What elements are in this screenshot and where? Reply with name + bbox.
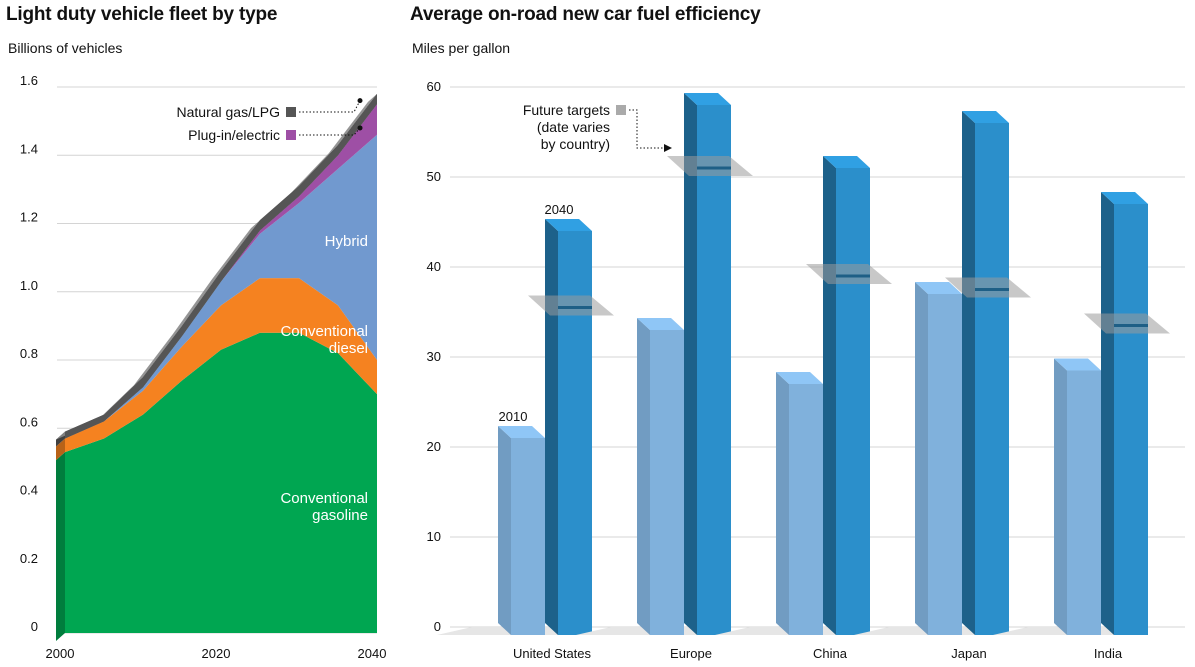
efficiency-y-tick-label: 10 xyxy=(427,529,441,544)
efficiency-target-plane xyxy=(667,156,753,176)
efficiency-category-label: Japan xyxy=(951,646,986,661)
fleet-y-tick-label: 0.8 xyxy=(20,346,38,361)
efficiency-y-tick-label: 0 xyxy=(434,619,441,634)
fleet-y-tick-label: 0.4 xyxy=(20,483,38,498)
efficiency-annotation-2010: 2010 xyxy=(499,409,528,424)
efficiency-bar-side xyxy=(637,318,650,635)
efficiency-target-leader xyxy=(629,109,665,149)
fleet-area-conventional-gasoline xyxy=(65,332,377,633)
efficiency-bar-top xyxy=(915,282,962,294)
fleet-legend-label: Plug-in/electric xyxy=(188,127,280,143)
efficiency-bar-side xyxy=(684,93,697,635)
efficiency-bar-top xyxy=(1101,192,1148,204)
efficiency-bar-top xyxy=(637,318,684,330)
efficiency-bar-side xyxy=(915,282,928,635)
efficiency-bar-2010 xyxy=(789,384,823,635)
fleet-y-tick-label: 0.2 xyxy=(20,551,38,566)
fleet-label-gasoline-line2: gasoline xyxy=(312,507,368,524)
fleet-y-tick-label: 1.4 xyxy=(20,141,38,156)
fleet-legend-swatch xyxy=(286,107,296,117)
fleet-label-diesel-line2: diesel xyxy=(329,340,368,357)
efficiency-category-label: United States xyxy=(513,646,592,661)
efficiency-category-label: Europe xyxy=(670,646,712,661)
efficiency-bar-2010 xyxy=(650,330,684,635)
efficiency-bar-chart: 0 10 20 30 40 50 60 United States Europe China Jap… xyxy=(427,79,1185,661)
efficiency-bar-2040 xyxy=(836,168,870,635)
efficiency-bar-top xyxy=(776,372,823,384)
efficiency-bar-side xyxy=(776,372,789,635)
efficiency-target-plane xyxy=(528,295,614,316)
efficiency-bar-top xyxy=(962,111,1009,123)
efficiency-bar-side xyxy=(1101,192,1114,635)
efficiency-bar-top xyxy=(823,156,870,168)
efficiency-y-tick-label: 40 xyxy=(427,259,441,274)
fleet-area-side-conventional-gasoline xyxy=(56,452,65,641)
efficiency-y-tick-label: 60 xyxy=(427,79,441,94)
fleet-y-tick-label: 0 xyxy=(31,619,38,634)
fleet-y-tick-label: 1.6 xyxy=(20,73,38,88)
efficiency-target-plane xyxy=(945,277,1031,298)
fleet-x-tick-label: 2040 xyxy=(358,646,387,661)
efficiency-bar-2040 xyxy=(1114,204,1148,635)
efficiency-target-legend-line2: (date varies xyxy=(537,119,610,135)
efficiency-y-tick-label: 20 xyxy=(427,439,441,454)
fleet-legend-leader-dot xyxy=(357,125,363,131)
efficiency-bar-top xyxy=(684,93,731,105)
efficiency-target-legend-swatch xyxy=(616,105,626,115)
efficiency-target-plane xyxy=(806,264,892,284)
fleet-legend-swatch xyxy=(286,130,296,140)
efficiency-y-tick-label: 50 xyxy=(427,169,441,184)
fleet-legend-label: Natural gas/LPG xyxy=(177,104,281,120)
fleet-legend-leader xyxy=(299,100,361,113)
efficiency-bar-side xyxy=(823,156,836,635)
fleet-y-tick-label: 0.6 xyxy=(20,414,38,429)
fleet-label-diesel-line1: Conventional xyxy=(280,323,368,340)
efficiency-bar-side xyxy=(1054,358,1067,635)
efficiency-chart-title: Average on-road new car fuel efficiency xyxy=(410,4,761,25)
efficiency-category-label: China xyxy=(813,646,848,661)
fleet-x-tick-label: 2000 xyxy=(46,646,75,661)
fleet-label-hybrid: Hybrid xyxy=(325,233,368,250)
efficiency-chart-ylabel: Miles per gallon xyxy=(412,40,511,56)
efficiency-target-plane xyxy=(1084,313,1170,334)
fleet-chart-title: Light duty vehicle fleet by type xyxy=(6,4,278,25)
efficiency-bar-2010 xyxy=(1067,370,1101,635)
fleet-label-gasoline-line1: Conventional xyxy=(280,490,368,507)
efficiency-bar-2040 xyxy=(697,105,731,635)
fleet-y-tick-label: 1.2 xyxy=(20,210,38,225)
efficiency-annotation-2040: 2040 xyxy=(545,202,574,217)
efficiency-y-tick-label: 30 xyxy=(427,349,441,364)
efficiency-bar-top xyxy=(498,426,545,438)
efficiency-target-legend-line1: Future targets xyxy=(523,102,610,118)
fleet-chart-ylabel: Billions of vehicles xyxy=(8,40,123,56)
efficiency-target-legend-line3: by country) xyxy=(541,136,610,152)
fleet-area-chart: 0 0.2 0.4 0.6 0.8 1.0 1.2 1.4 1.6 2000 2020 2040 Nat… xyxy=(20,73,387,661)
efficiency-bar-2010 xyxy=(511,438,545,635)
efficiency-target-arrowhead xyxy=(664,144,672,152)
fleet-area-side-conventional-diesel xyxy=(56,438,65,461)
efficiency-bar-side xyxy=(545,219,558,635)
fleet-area-hybrid xyxy=(65,134,377,439)
efficiency-bar-2040 xyxy=(975,123,1009,635)
efficiency-bar-2010 xyxy=(928,294,962,635)
efficiency-bar-side xyxy=(498,426,511,635)
fleet-legend-leader xyxy=(299,127,361,136)
efficiency-category-label: India xyxy=(1094,646,1123,661)
fleet-y-tick-label: 1.0 xyxy=(20,278,38,293)
efficiency-bar-top xyxy=(545,219,592,231)
efficiency-bar-side xyxy=(962,111,975,635)
fleet-x-tick-label: 2020 xyxy=(202,646,231,661)
fleet-legend-leader-dot xyxy=(357,98,363,104)
efficiency-bar-top xyxy=(1054,358,1101,371)
efficiency-bar-2040 xyxy=(558,231,592,635)
fleet-area-conventional-diesel xyxy=(65,278,377,453)
